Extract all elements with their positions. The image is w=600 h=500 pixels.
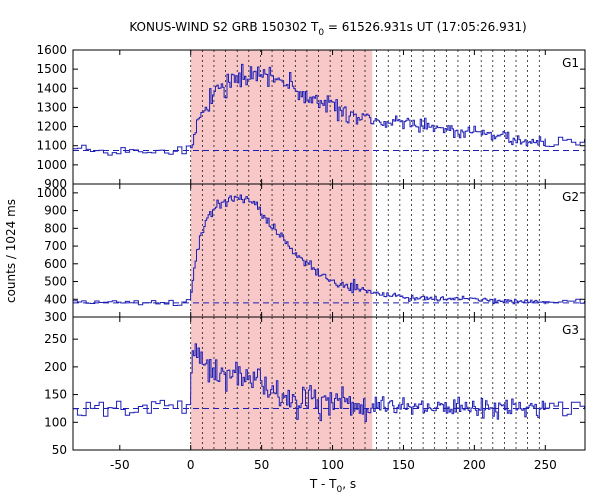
y-tick-label: 100	[44, 415, 67, 429]
chart-title-subscript: 0	[318, 28, 324, 38]
y-tick-label: 200	[44, 360, 67, 374]
x-tick-label: 200	[463, 458, 486, 472]
x-tick-label: 100	[321, 458, 344, 472]
y-tick-label: 700	[44, 239, 67, 253]
panel-label: G3	[562, 323, 579, 337]
y-tick-label: 1000	[36, 186, 67, 200]
y-tick-label: 1500	[36, 62, 67, 76]
panel-g3: 50 100 150 200 250 G3	[44, 316, 586, 457]
panel-label: G1	[562, 56, 579, 70]
shaded-interval	[190, 184, 373, 317]
y-tick-label: 1000	[36, 158, 67, 172]
chart-title: KONUS-WIND S2 GRB 150302 T0 = 61526.931s…	[129, 20, 526, 38]
panels: 9001000110012001300140015001600G13004005…	[36, 43, 586, 457]
chart-title-rest: = 61526.931s UT (17:05:26.931)	[324, 20, 527, 34]
panel-frame	[72, 316, 586, 451]
y-tick-label: 1300	[36, 100, 67, 114]
x-tick-label: 250	[534, 458, 557, 472]
y-tick-label: 400	[44, 292, 67, 306]
y-tick-label: 1400	[36, 81, 67, 95]
shaded-interval	[190, 50, 373, 184]
y-tick-label: 50	[52, 443, 67, 457]
panel-g1: 900 1000 1100 1200 1300 1400 1500 1600 G1	[36, 43, 586, 191]
x-tick-label: 150	[392, 458, 415, 472]
y-tick-label: 600	[44, 257, 67, 271]
y-tick-label: 1600	[36, 43, 67, 57]
shaded-interval	[190, 317, 373, 450]
y-axis-label: counts / 1024 ms	[4, 199, 18, 303]
x-axis-label-rest: , s	[342, 477, 356, 491]
chart-title-main: KONUS-WIND S2 GRB 150302 T	[129, 20, 319, 34]
y-tick-label: 1100	[36, 139, 67, 153]
x-tick-label: 0	[187, 458, 195, 472]
x-axis-label-main: T - T	[309, 477, 337, 491]
x-axis-label-subscript: 0	[337, 485, 343, 495]
y-tick-label: 900	[44, 204, 67, 218]
panel-g2: 300 400 500 600 700 800 900 1000 G2	[36, 183, 586, 324]
x-tick-label: 50	[254, 458, 269, 472]
panel-label: G2	[562, 190, 579, 204]
y-tick-label: 150	[44, 388, 67, 402]
x-axis-label: T - T0, s	[309, 477, 356, 495]
y-tick-label: 1200	[36, 120, 67, 134]
y-tick-label: 500	[44, 275, 67, 289]
light-curve-g2	[73, 194, 585, 306]
x-axis-tick-labels: -50 0 50 100 150 200 250	[110, 458, 557, 472]
x-tick-label: -50	[110, 458, 130, 472]
light-curve-g3	[73, 343, 585, 422]
y-tick-label: 800	[44, 221, 67, 235]
light-curve-g1	[73, 63, 585, 156]
y-tick-label: 900	[44, 177, 67, 191]
y-tick-label: 250	[44, 332, 67, 346]
y-tick-label: 300	[44, 310, 67, 324]
